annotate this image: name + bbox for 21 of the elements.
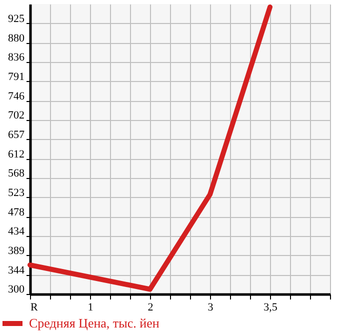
legend-label: Средняя Цена, тыс. йен <box>29 316 160 330</box>
y-tick-label: 702 <box>8 110 24 122</box>
x-tick-label: R <box>30 302 38 314</box>
y-tick-label: 836 <box>8 52 25 64</box>
x-tick-label: 3 <box>208 302 214 314</box>
y-tick-label: 612 <box>8 148 24 160</box>
y-tick-label: 791 <box>8 70 24 83</box>
y-tick-label: 880 <box>8 32 25 44</box>
x-tick-label: 2 <box>148 302 154 314</box>
y-tick-label: 925 <box>8 12 25 25</box>
y-tick-label: 344 <box>8 264 25 276</box>
y-tick-label: 434 <box>8 226 25 238</box>
x-tick-label: 1 <box>88 302 94 314</box>
y-tick-label: 523 <box>8 186 25 199</box>
y-tick-label: 300 <box>8 284 25 296</box>
y-tick-label: 746 <box>8 90 25 102</box>
y-tick-label: 568 <box>8 168 25 180</box>
y-tick-label: 657 <box>8 128 25 141</box>
y-tick-label: 478 <box>8 206 25 218</box>
x-tick-label: 3,5 <box>264 302 278 314</box>
y-tick-label: 389 <box>8 244 25 257</box>
